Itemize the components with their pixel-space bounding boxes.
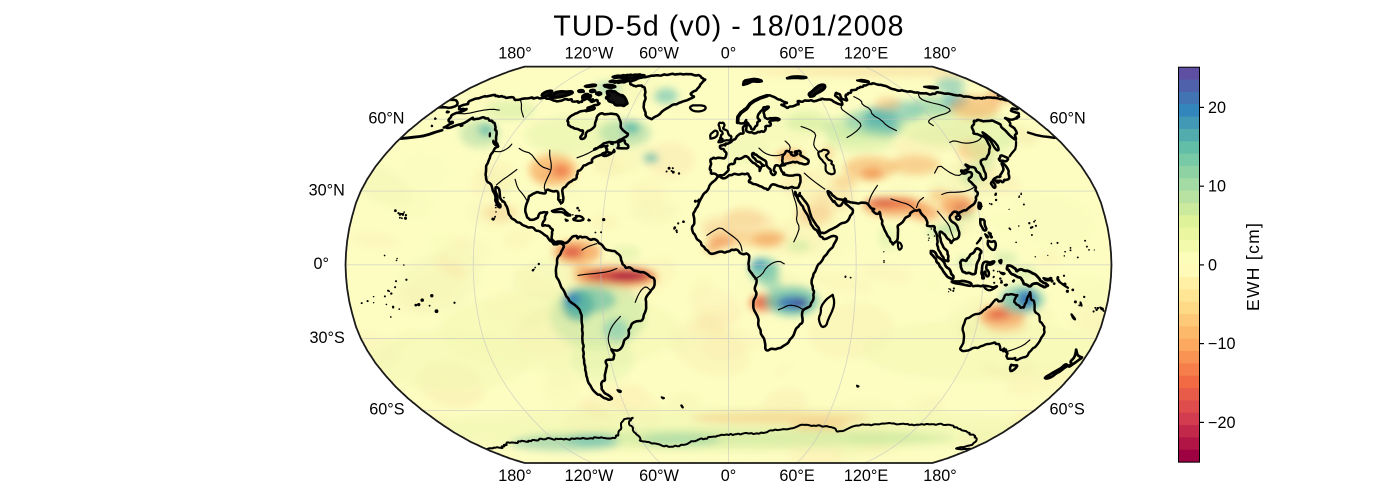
- svg-text:120°E: 120°E: [844, 467, 888, 485]
- svg-text:−20: −20: [1208, 414, 1235, 432]
- svg-text:60°E: 60°E: [779, 45, 814, 63]
- svg-text:180°: 180°: [923, 45, 956, 63]
- svg-text:60°W: 60°W: [639, 467, 679, 485]
- svg-text:EWH [cm]: EWH [cm]: [1243, 222, 1263, 311]
- svg-text:0°: 0°: [721, 467, 736, 485]
- svg-text:180°: 180°: [498, 45, 531, 63]
- svg-text:−10: −10: [1208, 335, 1235, 353]
- svg-text:0°: 0°: [721, 45, 736, 63]
- svg-text:120°W: 120°W: [565, 467, 614, 485]
- svg-text:60°N: 60°N: [368, 109, 404, 127]
- svg-text:0: 0: [1208, 256, 1217, 274]
- svg-text:180°: 180°: [498, 467, 531, 485]
- svg-text:180°: 180°: [923, 467, 956, 485]
- svg-text:120°W: 120°W: [565, 45, 614, 63]
- svg-text:10: 10: [1208, 178, 1226, 196]
- svg-text:120°E: 120°E: [844, 45, 888, 63]
- svg-text:30°N: 30°N: [309, 181, 345, 199]
- svg-text:60°W: 60°W: [639, 45, 679, 63]
- svg-text:20: 20: [1208, 99, 1226, 117]
- svg-text:60°S: 60°S: [1050, 401, 1085, 419]
- svg-text:60°S: 60°S: [369, 401, 404, 419]
- svg-text:60°E: 60°E: [779, 467, 814, 485]
- svg-text:TUD-5d (v0) - 18/01/2008: TUD-5d (v0) - 18/01/2008: [553, 11, 904, 43]
- svg-text:0°: 0°: [314, 255, 329, 273]
- svg-text:60°N: 60°N: [1050, 109, 1086, 127]
- svg-text:30°S: 30°S: [310, 329, 345, 347]
